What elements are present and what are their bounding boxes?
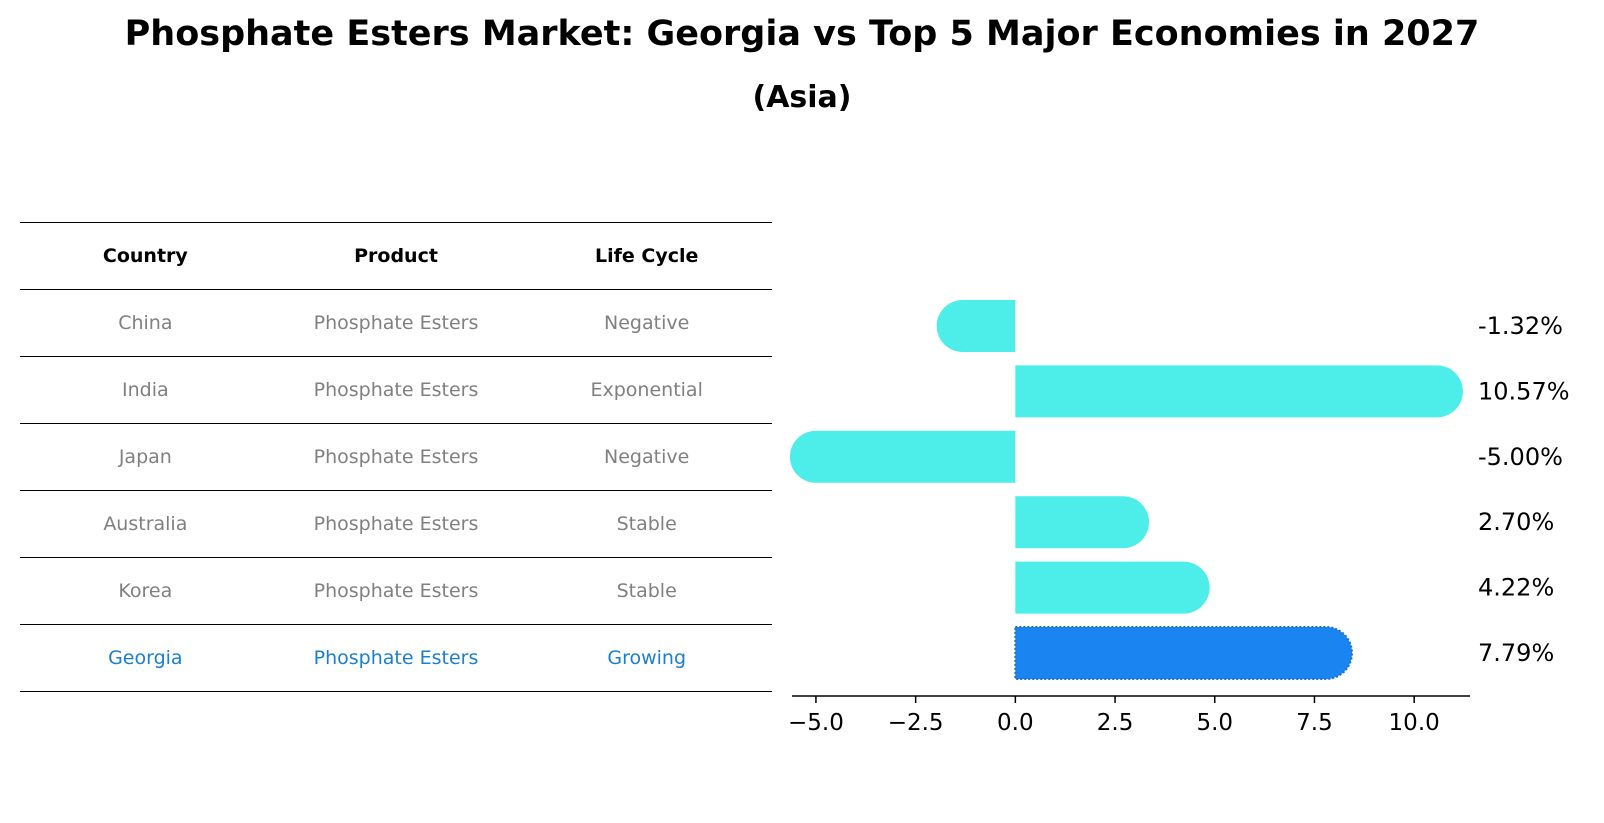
cell-product: Phosphate Esters [313,580,479,602]
bar-highlight-outline [1014,626,1354,680]
x-tick-label: 2.5 [1097,710,1134,736]
header-country: Country [102,245,188,267]
x-tick-label: 0.0 [997,710,1034,736]
table-row: Korea Phosphate Esters Stable [20,558,772,625]
cell-life-cycle: Negative [604,312,690,334]
cell-product: Phosphate Esters [313,379,479,401]
table-row: China Phosphate Esters Negative [20,290,772,357]
bar [789,430,1016,483]
chart-title: Phosphate Esters Market: Georgia vs Top … [124,14,1480,54]
header-product: Product [354,245,438,267]
cell-life-cycle: Stable [616,513,677,535]
cell-country: Japan [118,446,172,468]
cell-country: India [122,379,169,401]
header-life-cycle: Life Cycle [594,245,699,267]
bar [936,300,1016,352]
bar-value-label: -5.00% [1478,443,1563,471]
x-tick-label: −5.0 [788,710,844,736]
bar-value-label: -1.32% [1478,312,1563,340]
x-tick-label: 5.0 [1196,710,1233,736]
cell-product: Phosphate Esters [313,513,479,535]
cell-product: Phosphate Esters [313,312,479,334]
bar [1015,561,1210,614]
bar-value-label: 4.22% [1478,574,1554,602]
bar-value-label: 7.79% [1478,639,1554,667]
cell-life-cycle: Negative [604,446,690,468]
table-row: Australia Phosphate Esters Stable [20,491,772,558]
bar-highlight [1015,627,1353,679]
x-tick-label: 10.0 [1389,710,1440,736]
table-row: Japan Phosphate Esters Negative [20,424,772,491]
table-header-row: Country Product Life Cycle [20,222,772,290]
table-row-highlight: Georgia Phosphate Esters Growing [20,625,772,692]
country-table: Country Product Life Cycle China Phospha… [20,222,772,692]
cell-country: Georgia [108,647,183,669]
cell-country: China [118,312,173,334]
chart-subtitle: (Asia) [752,80,852,115]
x-tick-label: −2.5 [888,710,944,736]
cell-life-cycle: Stable [616,580,677,602]
cell-life-cycle: Exponential [590,379,703,401]
cell-product: Phosphate Esters [313,647,479,669]
cell-product: Phosphate Esters [313,446,479,468]
x-tick-label: 7.5 [1296,710,1333,736]
cell-life-cycle: Growing [607,647,687,669]
bar-value-label: 10.57% [1478,377,1570,405]
bar-value-label: 2.70% [1478,508,1554,536]
cell-country: Korea [118,580,173,602]
bar [1015,496,1150,549]
bar [1015,365,1463,418]
table-row: India Phosphate Esters Exponential [20,357,772,424]
cell-country: Australia [103,513,188,535]
